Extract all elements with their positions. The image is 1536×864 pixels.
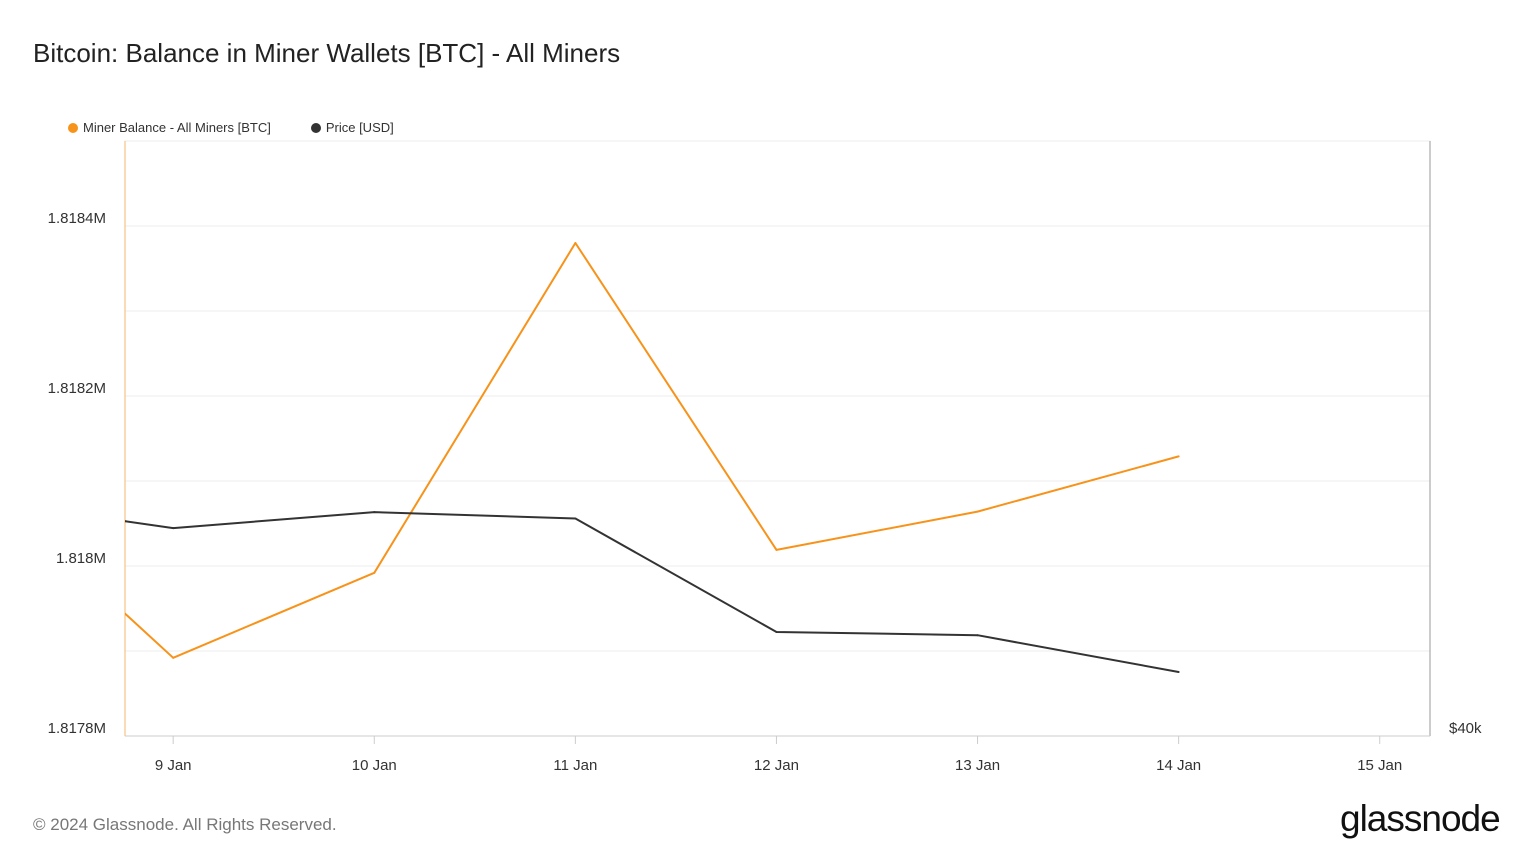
data-point [574,517,577,520]
chart-title: Bitcoin: Balance in Miner Wallets [BTC] … [33,38,621,68]
copyright-text: © 2024 Glassnode. All Rights Reserved. [33,815,337,834]
legend-marker-miner-balance [68,122,78,133]
data-point [373,511,376,514]
x-tick-label: 14 Jan [1156,757,1201,774]
legend-item-price[interactable]: Price [USD] [310,120,394,135]
legend-marker-price [310,122,321,133]
series-line-miner-balance [125,242,1179,659]
data-point [775,548,778,551]
data-point [1177,671,1180,674]
y-left-tick-label: 1.8178M [48,720,106,737]
y-left-tick-label: 1.818M [56,550,106,567]
data-point [172,527,175,530]
glassnode-logo: glassnode [1340,798,1501,839]
y-left-tick-label: 1.8184M [48,210,106,227]
data-point [574,242,577,244]
y-left-tick-label: 1.8182M [48,380,106,397]
y-right-tick-label: $40k [1449,720,1482,737]
data-point [976,634,979,637]
legend-item-miner-balance[interactable]: Miner Balance - All Miners [BTC] [68,120,271,135]
x-tick-label: 10 Jan [352,757,397,774]
series-miner-balance [125,242,1180,659]
legend: Miner Balance - All Miners [BTC] Price [… [68,120,394,135]
x-tick-label: 11 Jan [553,757,597,774]
legend-label-price: Price [USD] [325,120,394,135]
x-tick-label: 12 Jan [754,757,799,774]
data-point [976,510,979,513]
series-price [125,511,1180,674]
data-point [775,631,778,634]
x-tick-label: 15 Jan [1357,757,1402,774]
data-point [1177,455,1180,458]
x-tick-label: 9 Jan [155,757,192,774]
data-point [172,656,175,659]
plot-border [124,140,1431,737]
series-line-price [125,511,1179,673]
legend-label-miner-balance: Miner Balance - All Miners [BTC] [83,120,271,135]
data-point [373,571,376,574]
x-tick-label: 13 Jan [955,757,1000,774]
